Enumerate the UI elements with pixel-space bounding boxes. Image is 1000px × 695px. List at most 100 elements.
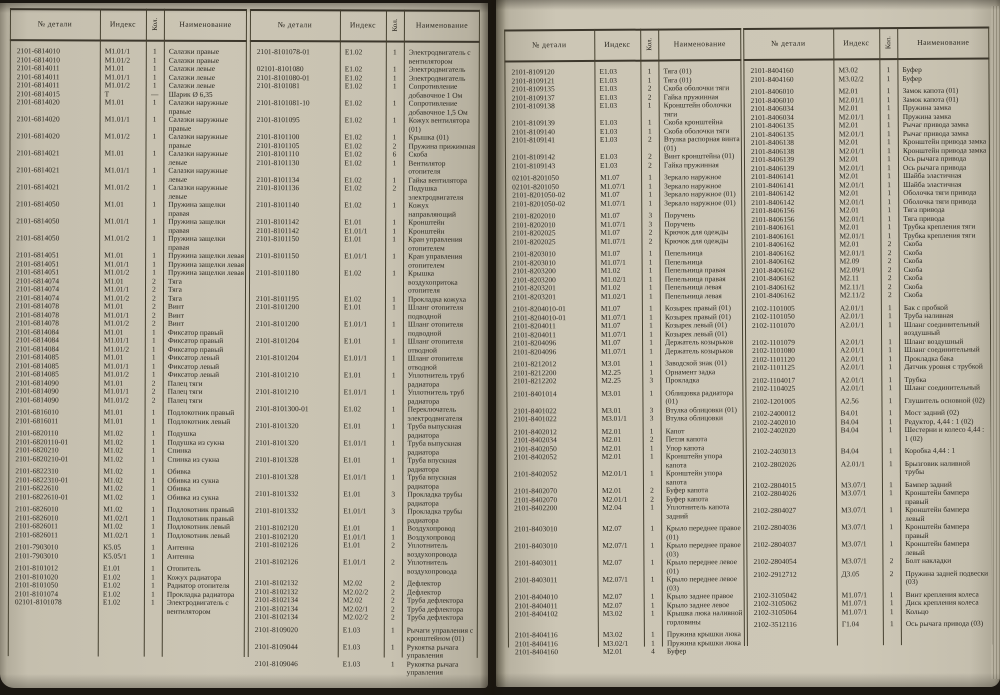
quantity: 1 xyxy=(390,659,395,669)
index-code: М2.04 xyxy=(602,502,622,512)
table-row: 2101-8109046 Е1.03 1 Рукоятка рычага управл… xyxy=(248,658,478,678)
part-number: 2101-8101204 xyxy=(255,336,299,346)
table-row: 2101-6822610-01 М1.02 1 Обивка из сукна xyxy=(8,492,245,502)
part-number: 2101-8402200 xyxy=(514,503,558,513)
part-name: Кронштейн бампера правый xyxy=(905,521,970,540)
part-number: 2102-2912712 xyxy=(753,569,797,579)
part-name: Датчик уровня с трубкой xyxy=(904,361,983,372)
part-name: Подлокотник левый xyxy=(167,530,230,540)
column-header-quantity: Кол. xyxy=(390,18,399,32)
index-code: М1.01/1 xyxy=(104,216,130,226)
index-code: М1.07/1 xyxy=(600,236,626,246)
part-number: 2102-1104025 xyxy=(752,383,796,393)
quantity: 1 xyxy=(649,346,654,356)
table-row: 2101-8102134 М2.02/2 2 Труба дефлектора xyxy=(248,612,478,622)
index-code: М2.11/2 xyxy=(839,290,865,300)
part-name: Пружина защелки правая xyxy=(168,199,226,218)
quantity: 1 xyxy=(391,472,396,482)
index-code: М3.01/1 xyxy=(601,413,627,423)
part-number: 2101-8402052 xyxy=(513,452,557,462)
quantity: 2 xyxy=(390,612,395,622)
part-name: Уплотнитель воздухопровода xyxy=(407,540,457,559)
table-row: 2101-6820210-01 М1.02 1 Спинка из сукна xyxy=(8,454,245,464)
part-name: Кронштейн упора капота xyxy=(665,468,723,487)
index-code: А2.01/1 xyxy=(840,383,865,393)
table-row: 2102-1104025 А2.01/1 1 Шланг соединительный xyxy=(745,383,991,394)
index-code: М3.07/1 xyxy=(841,522,867,532)
quantity: 1 xyxy=(152,97,157,107)
part-number: 2101-8109020 xyxy=(254,624,298,634)
quantity: 1 xyxy=(888,446,893,456)
part-number: 2101-8101328 xyxy=(255,455,299,465)
index-code: Е1.01 xyxy=(343,336,362,346)
table-row: 2101-8406162 М2.11/2 2 Скоба xyxy=(745,290,991,301)
part-number: 2101-6826011 xyxy=(15,529,59,539)
quantity: 1 xyxy=(391,421,396,431)
part-number: 2101-8403010 xyxy=(514,541,558,551)
quantity: 2 xyxy=(151,395,156,405)
column-header-quantity: Кол. xyxy=(645,37,654,51)
table-row: 2101-8202025 М1.07/1 2 Крючок для одежды xyxy=(505,236,742,247)
quantity: 1 xyxy=(648,198,653,208)
index-code: Е1.02 xyxy=(344,157,362,167)
part-number: 2102-1101125 xyxy=(752,362,795,372)
index-code: М3.02 xyxy=(602,608,623,618)
quantity: 1 xyxy=(152,114,157,124)
part-number: 2101-8109046 xyxy=(254,658,298,668)
quantity: 1 xyxy=(392,268,396,278)
part-number: 2101-6814021 xyxy=(16,182,60,192)
index-code: Е1.01/1 xyxy=(343,472,367,482)
index-code: Е1.02 xyxy=(344,81,363,91)
part-number: 2102-3512116 xyxy=(753,619,797,629)
part-number: 2101-8101210 xyxy=(255,370,299,380)
quantity: 1 xyxy=(391,370,396,380)
quantity: 1 xyxy=(888,458,893,468)
column-header-name: Наименование xyxy=(917,37,970,47)
index-code: М2.01/1 xyxy=(601,468,628,478)
quantity: 2 xyxy=(647,134,652,144)
quantity: 1 xyxy=(151,530,156,540)
index-code: Е1.02 xyxy=(344,47,363,57)
part-name: Подлокотник левый xyxy=(167,416,231,426)
part-name: Сопротивление добавочное 1 Ом xyxy=(408,81,463,100)
part-number: 2101-8101204 xyxy=(255,353,299,363)
table-row: 2101-8401014 М3.01 1 Облицовка радиатора (0… xyxy=(506,388,743,407)
part-name: Шланг отопителя подводной xyxy=(407,319,464,338)
part-name: Салазки наружные левые xyxy=(168,148,228,167)
index-code: А2.01/1 xyxy=(839,319,865,329)
table-row: 2102-2402020 В4.04 1 Шестерни и колесо 4,44… xyxy=(746,425,992,445)
quantity: 1 xyxy=(650,468,654,478)
page-33: № детали Индекс Кол. Наименование 2101-8… xyxy=(496,0,1000,687)
table-row: 2101-8401022 М3.01/1 3 Втулка облицовки xyxy=(507,413,744,424)
part-number: 2101-8101180 xyxy=(256,268,299,278)
quantity: 1 xyxy=(151,492,156,502)
part-number: 2102-3105064 xyxy=(753,607,797,617)
column-header-index: Индекс xyxy=(843,38,870,48)
quantity: 1 xyxy=(391,387,396,397)
part-number: 2101-8404160 xyxy=(750,74,794,84)
quantity: 1 xyxy=(650,502,654,512)
index-code: М1.02/1 xyxy=(600,291,627,301)
part-name: Рукоятка рычага управления xyxy=(406,659,459,677)
index-code: М3.07/1 xyxy=(841,505,867,515)
index-code: М1.01/2 xyxy=(104,131,130,141)
index-code: Е1.01/1 xyxy=(343,319,368,329)
table-row: 2101-8404160 М3.02/2 1 Буфер xyxy=(743,73,989,84)
part-name: Гайка пружинная xyxy=(663,159,719,170)
table-row: 2101-8101078-01 Е1.02 1 Электродвигатель с … xyxy=(250,47,480,66)
index-code: Е1.01 xyxy=(343,455,361,465)
part-number: 2101-8102126 xyxy=(255,557,299,567)
index-code: М1.01/1 xyxy=(104,165,130,175)
quantity: 1 xyxy=(152,148,157,158)
index-code: М2.02/2 xyxy=(342,612,369,622)
part-number: 2101-8109138 xyxy=(511,101,555,111)
part-name: Сопротивление добавочное 1,5 Ом xyxy=(408,98,468,117)
quantity: 4 xyxy=(651,646,655,656)
quantity: 1 xyxy=(886,73,891,83)
quantity: 1 xyxy=(888,425,893,435)
quantity: 1 xyxy=(889,606,894,616)
quantity: 1 xyxy=(392,319,396,329)
part-number: 2101-8101150 xyxy=(256,251,299,261)
quantity: 1 xyxy=(391,438,396,448)
index-code: Е1.03 xyxy=(599,160,618,170)
